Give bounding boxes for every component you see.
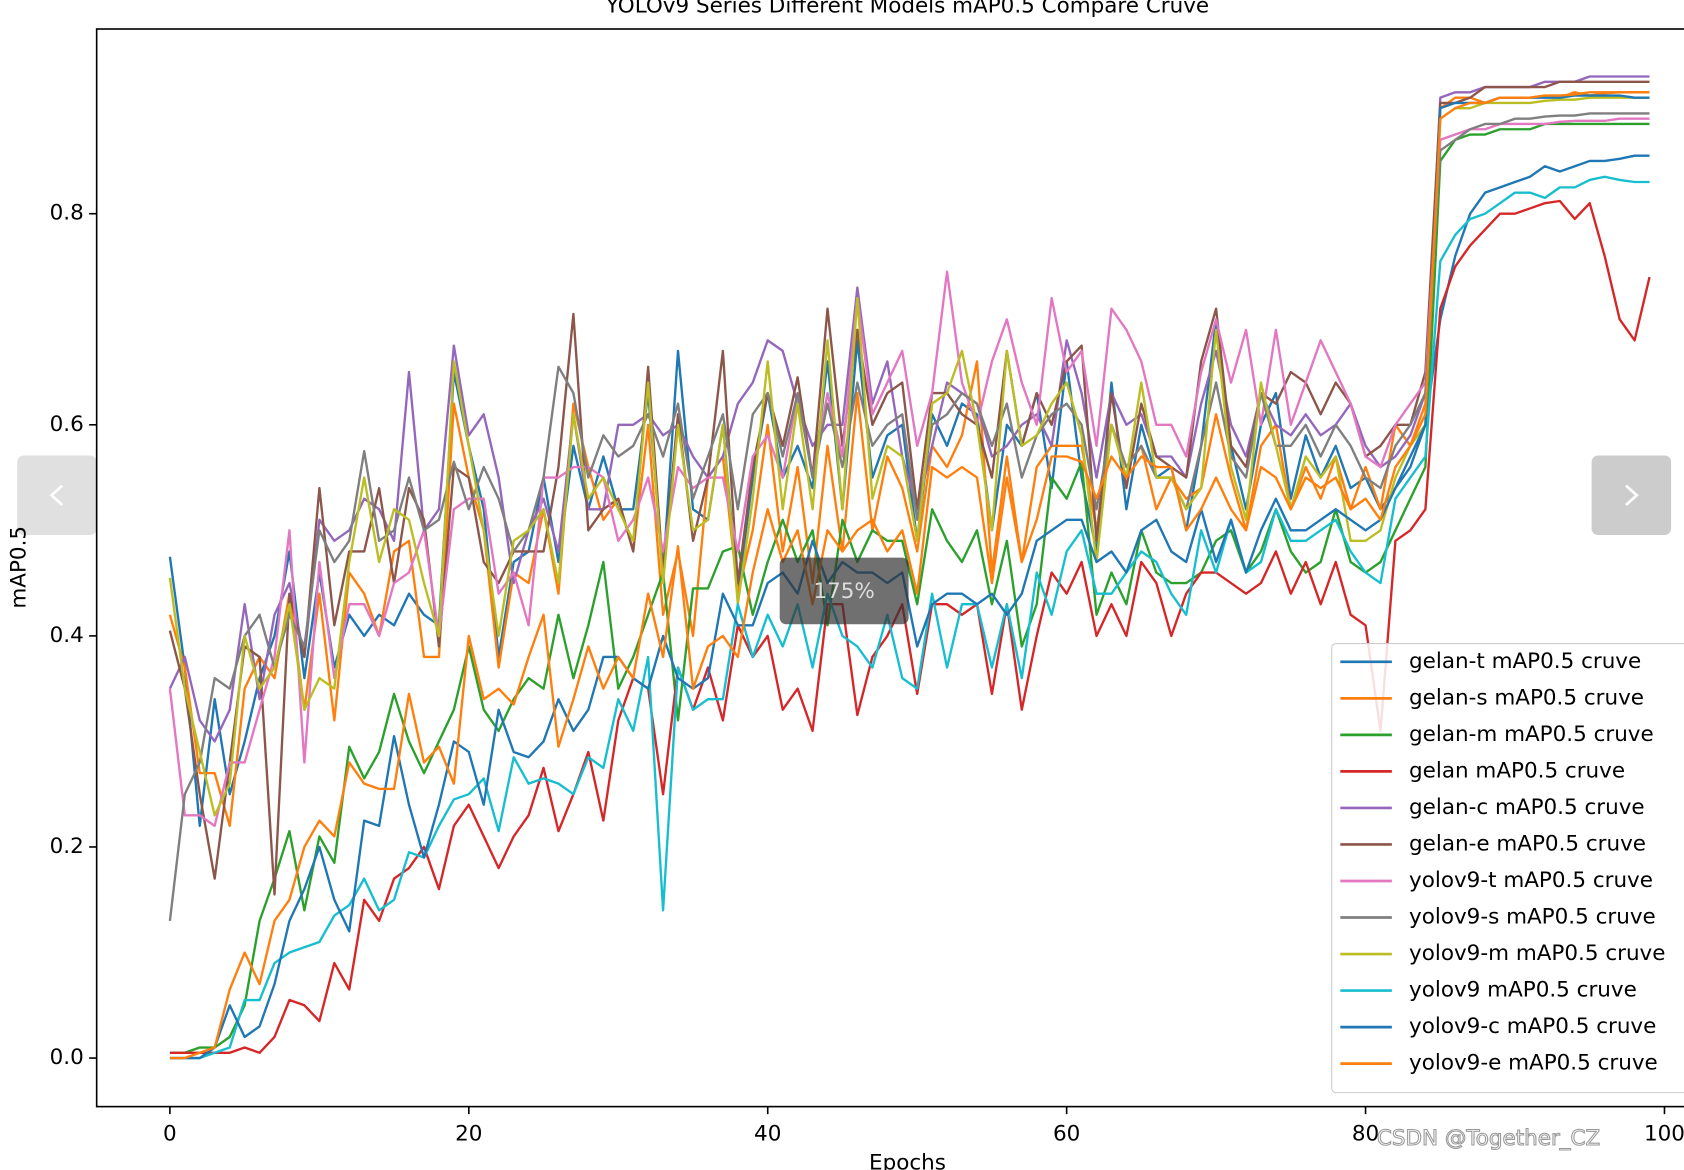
legend-label: yolov9-c mAP0.5 cruve	[1409, 1014, 1656, 1039]
series-line	[169, 94, 1650, 1060]
legend-label: gelan-s mAP0.5 cruve	[1409, 685, 1644, 710]
x-tick-label: 40	[754, 1122, 781, 1147]
legend: gelan-t mAP0.5 cruve gelan-s mAP0.5 cruve…	[1331, 643, 1684, 1094]
y-tick-label: 0.4	[50, 623, 84, 648]
series-line	[169, 175, 1650, 1060]
zoom-label: 175%	[813, 579, 874, 604]
series-line	[169, 199, 1651, 1054]
x-tick-label: 20	[455, 1122, 482, 1147]
y-axis-label: mAP0.5	[6, 526, 31, 609]
legend-label: gelan-e mAP0.5 cruve	[1409, 831, 1646, 856]
prev-button-bg[interactable]	[17, 455, 97, 536]
chart-title: YOLOv9 Series Different Models mAP0.5 Co…	[605, 0, 1209, 18]
y-tick-label: 0.8	[50, 201, 84, 226]
x-tick-label: 60	[1053, 1122, 1080, 1147]
legend-label: yolov9 mAP0.5 cruve	[1409, 978, 1637, 1003]
x-axis-label: Epochs	[869, 1151, 946, 1170]
next-button[interactable]	[1591, 455, 1672, 536]
series-line	[169, 122, 1650, 1054]
prev-icon	[49, 484, 64, 506]
plot-area: 0.0 0.2 0.4 0.6 0.8 0 20 40 60 80 100	[50, 28, 1684, 1147]
legend-label: yolov9-t mAP0.5 cruve	[1409, 868, 1653, 893]
y-tick-label: 0.6	[50, 412, 84, 437]
series-line	[168, 75, 1650, 743]
series-line	[168, 112, 1650, 921]
next-icon	[1625, 484, 1639, 506]
legend-label: yolov9-m mAP0.5 cruve	[1409, 941, 1665, 966]
prev-button[interactable]	[17, 455, 97, 536]
watermark: CSDN @Together_CZ	[1377, 1126, 1600, 1151]
axes-frame	[95, 28, 1684, 1108]
x-tick-label: 0	[163, 1122, 177, 1147]
x-tick-label: 80	[1352, 1122, 1379, 1147]
legend-label: gelan-m mAP0.5 cruve	[1409, 722, 1654, 747]
legend-box	[1331, 643, 1684, 1094]
legend-label: gelan-t mAP0.5 cruve	[1409, 649, 1641, 674]
legend-label: yolov9-s mAP0.5 cruve	[1409, 905, 1656, 930]
x-tick-label: 100	[1644, 1122, 1684, 1147]
legend-label: yolov9-e mAP0.5 cruve	[1409, 1051, 1658, 1076]
legend-label: gelan-c mAP0.5 cruve	[1409, 795, 1645, 820]
series-line	[168, 96, 1650, 817]
y-tick-label: 0.2	[50, 834, 84, 859]
zoom-indicator	[779, 557, 909, 625]
series-line	[169, 91, 1650, 1060]
legend-label: gelan mAP0.5 cruve	[1409, 758, 1625, 783]
next-button-bg[interactable]	[1591, 455, 1672, 536]
y-tick-label: 0.0	[50, 1045, 84, 1070]
